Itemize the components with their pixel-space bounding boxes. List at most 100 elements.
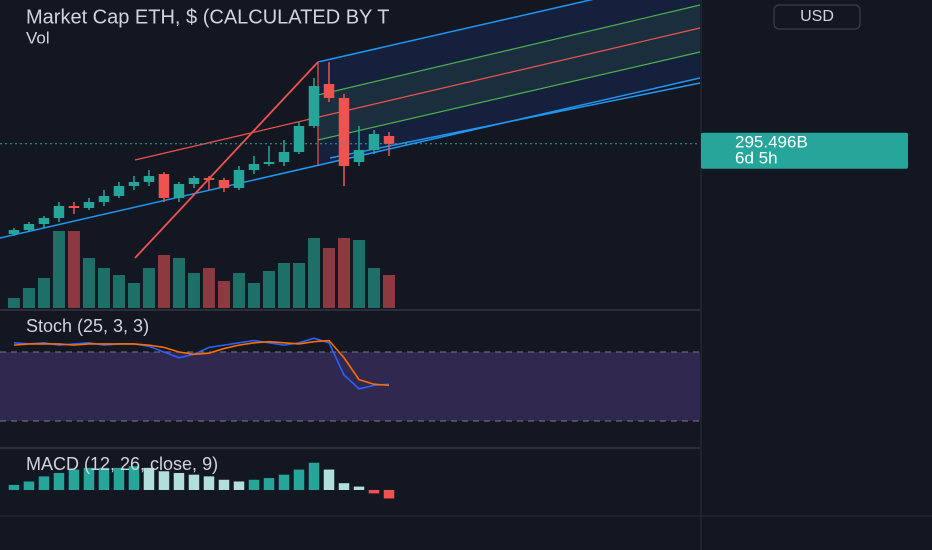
- candle-body: [248, 164, 260, 170]
- volume-bar: [353, 240, 366, 308]
- macd-bar: [38, 476, 50, 490]
- volume-bar: [37, 278, 50, 308]
- macd-bar: [8, 484, 20, 490]
- volume-bar: [52, 231, 65, 308]
- candle-body: [233, 170, 245, 188]
- macd-bar: [233, 481, 245, 490]
- chart-title: Market Cap ETH, $ (CALCULATED BY T: [26, 6, 389, 28]
- candle-body: [368, 134, 380, 150]
- candle-body: [203, 178, 215, 180]
- macd-bar: [143, 467, 155, 490]
- macd-bar: [308, 462, 320, 490]
- channel-fill: [318, 0, 700, 165]
- stoch-line: [13, 337, 390, 390]
- macd-title: MACD (12, 26, close, 9): [26, 454, 218, 474]
- volume-bar: [383, 275, 396, 308]
- candle-body: [128, 182, 140, 186]
- volume-bar: [368, 268, 381, 308]
- candle-body: [218, 180, 230, 188]
- stoch-line: [13, 339, 390, 387]
- countdown-label: 6d 5h: [735, 148, 778, 167]
- candle-body: [293, 126, 305, 152]
- macd-bar: [98, 467, 110, 490]
- channel-green-lower: [317, 51, 701, 141]
- macd-bar: [383, 489, 395, 499]
- candle-body: [38, 218, 50, 224]
- macd-bar: [203, 476, 215, 490]
- macd-bar: [188, 474, 200, 490]
- volume-bar: [142, 268, 155, 308]
- volume-bar: [322, 248, 335, 308]
- candle-body: [278, 152, 290, 162]
- channel-green-upper: [317, 4, 701, 96]
- macd-bar: [278, 474, 290, 490]
- trend-line: [134, 61, 319, 259]
- volume-bar: [187, 273, 200, 308]
- channel-mid: [134, 27, 701, 161]
- volume-bar: [22, 288, 35, 308]
- macd-bar: [53, 472, 65, 490]
- macd-bar: [323, 469, 335, 490]
- candle-body: [83, 202, 95, 208]
- candle-body: [68, 206, 80, 208]
- volume-bar: [7, 298, 20, 308]
- macd-bar: [23, 481, 35, 490]
- candle-body: [143, 176, 155, 182]
- volume-bar: [112, 275, 125, 308]
- volume-label: Vol: [26, 28, 50, 47]
- volume-bar: [82, 258, 95, 308]
- macd-bar: [338, 483, 350, 490]
- channel-upper: [317, 0, 594, 63]
- channel-lower: [0, 77, 701, 239]
- volume-bar: [67, 231, 80, 308]
- candle-body: [383, 136, 395, 144]
- candle-body: [188, 178, 200, 184]
- marks: [0, 62, 700, 499]
- last-price-box: [701, 132, 908, 169]
- volume-bar: [172, 258, 185, 308]
- currency[interactable]: USD: [800, 8, 834, 25]
- macd-bar: [293, 469, 305, 490]
- candle-body: [113, 186, 125, 196]
- candle-body: [308, 86, 320, 126]
- candle-body: [158, 174, 170, 198]
- macd-bar: [113, 467, 125, 490]
- volume-bar: [202, 268, 215, 308]
- candle-body: [353, 150, 365, 162]
- volume-bar: [337, 238, 350, 308]
- candle-body: [23, 224, 35, 230]
- candle-body: [53, 206, 65, 218]
- currency-button[interactable]: [773, 4, 861, 30]
- candle-body: [8, 230, 20, 234]
- macd-bar: [218, 479, 230, 490]
- volume-bar: [277, 263, 290, 308]
- volume-bar: [127, 283, 140, 308]
- volume-bar: [97, 268, 110, 308]
- candle-body: [323, 84, 335, 98]
- last-price-label: 295.496B: [735, 132, 808, 151]
- candle-body: [263, 162, 275, 164]
- volume-bar: [262, 271, 275, 308]
- macd-bar: [248, 479, 260, 490]
- volume-bar: [232, 273, 245, 308]
- stoch-band: [0, 352, 700, 422]
- macd-bar: [173, 472, 185, 490]
- candle-body: [173, 184, 185, 198]
- volume-bar: [292, 263, 305, 308]
- macd-bar: [68, 469, 80, 490]
- candle-body: [98, 196, 110, 202]
- macd-bar: [128, 466, 140, 490]
- macd-bar: [83, 467, 95, 490]
- macd-bar: [263, 478, 275, 490]
- candle-body: [338, 98, 350, 166]
- macd-bar: [353, 486, 365, 490]
- volume-bar: [247, 283, 260, 308]
- volume-bar: [307, 238, 320, 308]
- macd-bar: [368, 489, 380, 494]
- stoch-title: Stoch (25, 3, 3): [26, 316, 149, 336]
- volume-bar: [217, 281, 230, 308]
- volume-bar: [157, 255, 170, 308]
